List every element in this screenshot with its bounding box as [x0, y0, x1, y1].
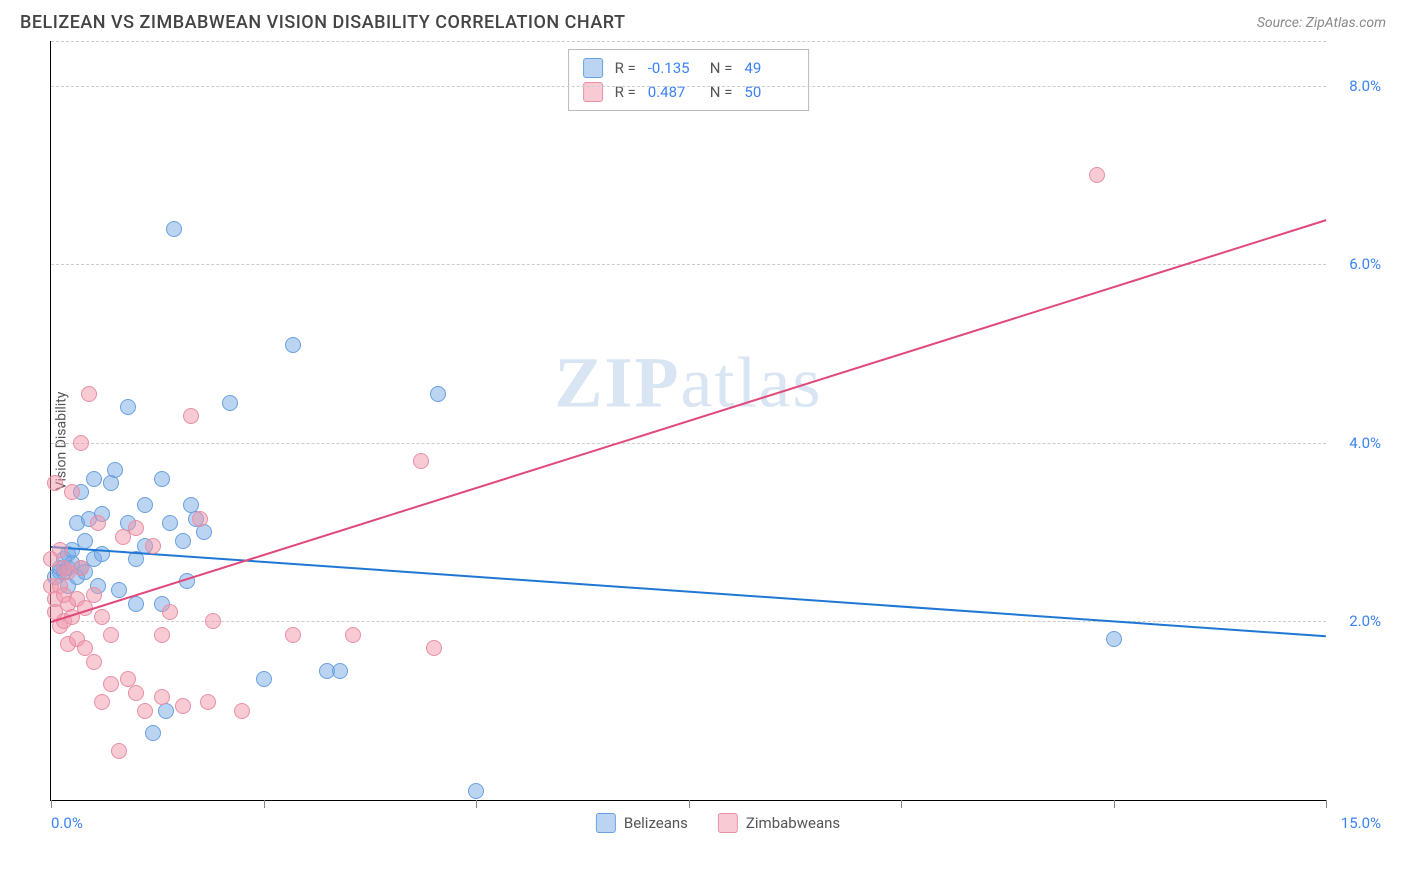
stats-box: R = -0.135 N = 49 R = 0.487 N = 50 [568, 49, 810, 111]
watermark: ZIPatlas [555, 341, 823, 424]
scatter-point [90, 515, 106, 531]
stats-row: R = -0.135 N = 49 [583, 56, 795, 80]
grid-line [51, 264, 1326, 265]
scatter-point [145, 538, 161, 554]
x-tick [51, 800, 52, 808]
scatter-point [166, 221, 182, 237]
scatter-point [430, 386, 446, 402]
scatter-point [86, 654, 102, 670]
legend-swatch [718, 813, 738, 833]
n-value: 49 [744, 56, 794, 80]
legend-label: Belizeans [624, 814, 688, 832]
scatter-point [200, 694, 216, 710]
scatter-point [1106, 631, 1122, 647]
scatter-point [285, 627, 301, 643]
scatter-point [128, 685, 144, 701]
bottom-legend: Belizeans Zimbabweans [596, 813, 840, 833]
n-label: N = [710, 56, 733, 80]
scatter-point [162, 515, 178, 531]
x-tick [1326, 800, 1327, 808]
y-tick-label: 2.0% [1349, 612, 1381, 630]
scatter-point [120, 399, 136, 415]
x-tick [901, 800, 902, 808]
header: BELIZEAN VS ZIMBABWEAN VISION DISABILITY… [0, 0, 1406, 41]
scatter-point [103, 627, 119, 643]
x-tick [1114, 800, 1115, 808]
scatter-point [234, 703, 250, 719]
scatter-point [332, 663, 348, 679]
scatter-point [413, 453, 429, 469]
scatter-point [73, 560, 89, 576]
scatter-point [77, 533, 93, 549]
scatter-point [205, 613, 221, 629]
scatter-point [145, 725, 161, 741]
scatter-point [103, 676, 119, 692]
legend-swatch [596, 813, 616, 833]
scatter-point [175, 698, 191, 714]
r-value: 0.487 [648, 80, 698, 104]
scatter-point [94, 694, 110, 710]
x-tick [689, 800, 690, 808]
x-tick [264, 800, 265, 808]
scatter-point [1089, 167, 1105, 183]
plot-area: ZIPatlas R =-0.135N =49R =0.487N =50 0.0… [50, 41, 1326, 801]
scatter-point [468, 783, 484, 799]
scatter-point [128, 520, 144, 536]
scatter-point [81, 386, 97, 402]
r-label: R = [615, 56, 636, 80]
scatter-point [154, 627, 170, 643]
scatter-point [47, 475, 63, 491]
scatter-point [345, 627, 361, 643]
scatter-point [175, 533, 191, 549]
scatter-point [256, 671, 272, 687]
scatter-point [111, 582, 127, 598]
chart-title: BELIZEAN VS ZIMBABWEAN VISION DISABILITY… [20, 12, 625, 33]
scatter-point [137, 703, 153, 719]
scatter-point [107, 462, 123, 478]
trend-line [51, 546, 1326, 637]
scatter-point [111, 743, 127, 759]
scatter-point [52, 542, 68, 558]
scatter-point [154, 471, 170, 487]
x-tick [476, 800, 477, 808]
scatter-point [154, 689, 170, 705]
stats-row: R = 0.487 N = 50 [583, 80, 795, 104]
r-label: R = [615, 80, 636, 104]
scatter-point [222, 395, 238, 411]
n-label: N = [710, 80, 733, 104]
legend-label: Zimbabweans [746, 814, 840, 832]
y-tick-label: 8.0% [1349, 77, 1381, 95]
y-tick-label: 6.0% [1349, 255, 1381, 273]
grid-line [51, 443, 1326, 444]
n-value: 50 [744, 80, 794, 104]
scatter-point [86, 471, 102, 487]
scatter-point [162, 604, 178, 620]
legend-item: Zimbabweans [718, 813, 840, 833]
scatter-point [86, 587, 102, 603]
trend-line [51, 220, 1327, 624]
series-swatch [583, 58, 603, 78]
scatter-point [192, 511, 208, 527]
scatter-point [64, 484, 80, 500]
grid-line [51, 41, 1326, 42]
x-axis-min-label: 0.0% [51, 814, 83, 832]
legend-item: Belizeans [596, 813, 688, 833]
scatter-point [73, 435, 89, 451]
scatter-point [285, 337, 301, 353]
chart-container: Vision Disability ZIPatlas R =-0.135N =4… [50, 41, 1386, 841]
x-axis-max-label: 15.0% [1341, 814, 1381, 832]
r-value: -0.135 [648, 56, 698, 80]
scatter-point [426, 640, 442, 656]
grid-line [51, 86, 1326, 87]
scatter-point [183, 408, 199, 424]
source-attribution: Source: ZipAtlas.com [1257, 15, 1386, 31]
scatter-point [94, 609, 110, 625]
y-tick-label: 4.0% [1349, 434, 1381, 452]
scatter-point [137, 497, 153, 513]
